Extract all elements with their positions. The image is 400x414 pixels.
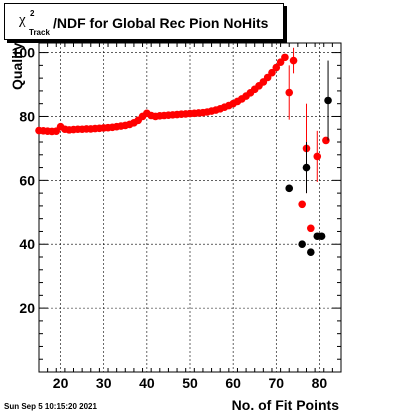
x-tick-label: 80 — [312, 375, 328, 391]
red-data-point — [322, 136, 330, 145]
black-data-point — [285, 184, 294, 193]
title-chi-symbol: χ — [19, 12, 26, 28]
y-tick-label: 40 — [19, 236, 35, 252]
x-axis-label: No. of Fit Points — [231, 397, 339, 413]
x-tick-label: 70 — [268, 375, 284, 391]
black-data-point — [307, 248, 315, 257]
title-box: χ 2 Track /NDF for Global Rec Pion NoHit… — [4, 3, 284, 40]
x-tick-label: 50 — [182, 375, 198, 391]
x-tick-label: 60 — [225, 375, 241, 391]
chart-title: /NDF for Global Rec Pion NoHits — [53, 15, 269, 31]
data-points — [35, 47, 332, 257]
y-tick-label: 20 — [19, 300, 35, 316]
y-axis-label: Quality — [9, 42, 25, 90]
black-data-point — [324, 96, 332, 105]
red-data-point — [285, 88, 294, 97]
black-data-point — [302, 163, 311, 172]
red-data-point — [298, 200, 306, 209]
title-subscript: Track — [29, 28, 50, 37]
title-superscript: 2 — [30, 9, 35, 18]
red-data-point — [313, 152, 322, 161]
red-data-point — [268, 68, 276, 77]
y-tick-label: 100 — [12, 45, 36, 61]
x-tick-label: 30 — [96, 375, 112, 391]
red-data-point — [289, 56, 298, 65]
axis-ticks: 20 30 40 50 60 70 80 20 40 60 80 100 — [12, 43, 342, 391]
y-tick-label: 80 — [19, 108, 35, 124]
plot-frame — [38, 42, 342, 373]
x-tick-label: 40 — [139, 375, 155, 391]
black-data-point — [317, 232, 326, 241]
red-data-point — [307, 224, 315, 233]
x-tick-label: 20 — [53, 375, 69, 391]
red-data-point — [272, 63, 281, 72]
timestamp: Sun Sep 5 10:15:20 2021 — [4, 402, 97, 411]
black-data-point — [298, 240, 306, 249]
grid — [39, 43, 341, 372]
y-tick-label: 60 — [19, 172, 35, 188]
red-data-point — [281, 53, 289, 62]
